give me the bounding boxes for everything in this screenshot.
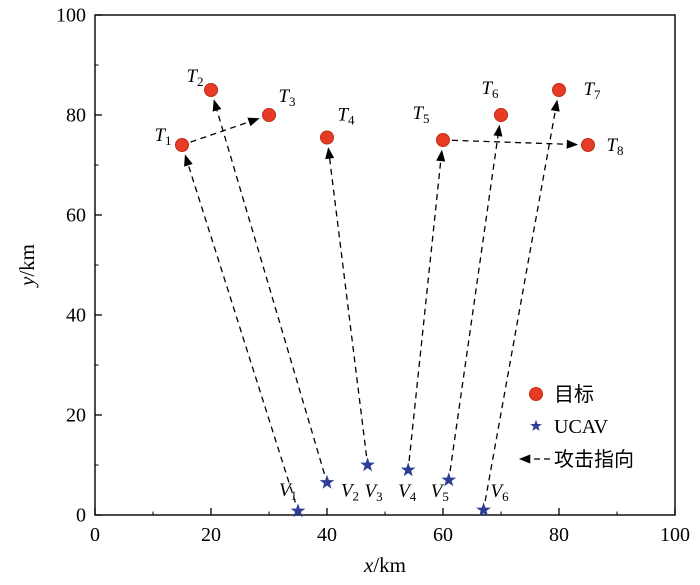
x-axis-title: x/km: [363, 553, 406, 577]
y-tick-label: 100: [56, 5, 86, 27]
ucav-point-V6: [476, 502, 491, 517]
axes-ticks: 0 20 40 60 80 100 0 20 40 60 80 100: [56, 5, 690, 547]
attack-arrow: [449, 124, 503, 472]
plot-frame: [94, 14, 676, 516]
target-point-T6: [494, 108, 508, 122]
point-label-T1: T1: [154, 125, 171, 148]
x-tick-label: 80: [549, 524, 569, 546]
point-label-T2: T2: [186, 66, 203, 89]
ucav-point-V2: [319, 474, 335, 489]
point-label-T4: T4: [337, 105, 355, 128]
y-axis-title: y/km: [15, 244, 39, 288]
x-tick-label: 0: [90, 524, 100, 546]
ucav-point-V3: [360, 457, 375, 472]
point-label-V2: V2: [341, 481, 359, 504]
ucav-points: V1 V2 V3 V4 V5 V6: [279, 457, 510, 518]
target-point-T4: [320, 130, 334, 145]
x-tick-label: 60: [433, 524, 453, 546]
attack-arrow: [484, 99, 560, 502]
ucav-point-V1: [290, 503, 306, 518]
y-tick-label: 20: [66, 405, 86, 427]
target-point-T2: [204, 83, 218, 97]
attack-arrow: [190, 117, 260, 143]
target-point-T7: [552, 83, 566, 97]
point-label-T7: T7: [583, 79, 601, 102]
legend-label: 攻击指向: [554, 448, 634, 471]
point-label-T5: T5: [412, 103, 429, 126]
x-tick-label: 100: [660, 524, 690, 546]
legend-target-marker: [529, 387, 543, 401]
point-label-V5: V5: [431, 481, 449, 504]
point-label-T8: T8: [606, 135, 623, 158]
ucav-point-V5: [441, 472, 457, 487]
target-point-T3: [262, 108, 276, 122]
point-label-V3: V3: [365, 481, 383, 504]
point-label-V6: V6: [491, 481, 510, 504]
legend: 目标 UCAV 攻击指向: [518, 383, 634, 471]
attack-arrows: [184, 99, 579, 503]
target-point-T5: [436, 133, 450, 147]
point-label-T6: T6: [481, 78, 499, 101]
legend-ucav-marker: [530, 419, 542, 432]
x-tick-label: 20: [201, 524, 221, 546]
point-label-T3: T3: [278, 86, 295, 109]
x-tick-label: 40: [317, 524, 337, 546]
point-label-V1: V1: [279, 480, 297, 503]
legend-label: 目标: [554, 383, 594, 406]
y-tick-label: 40: [66, 305, 86, 327]
ucav-point-V4: [400, 462, 416, 477]
y-tick-label: 60: [66, 205, 86, 227]
point-label-V4: V4: [398, 481, 417, 504]
attack-arrow: [212, 99, 326, 475]
y-tick-label: 80: [66, 105, 86, 127]
target-point-T8: [581, 138, 595, 152]
target-points: T1 T2 T3 T4 T5 T6 T7 T8: [154, 66, 623, 158]
y-tick-label: 0: [76, 505, 86, 527]
legend-label: UCAV: [554, 416, 609, 438]
target-point-T1: [175, 138, 189, 152]
attack-arrow: [184, 154, 296, 503]
